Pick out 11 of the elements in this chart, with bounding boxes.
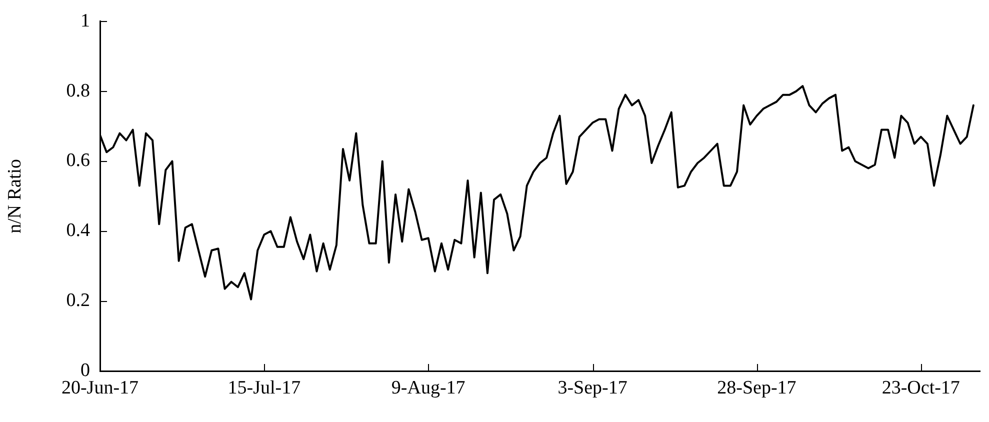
y-tick-label: 0.8 <box>66 80 90 102</box>
y-tick-label: 0.6 <box>66 150 90 172</box>
y-axis-title: n/N Ratio <box>4 158 26 234</box>
x-tick-label: 3-Sep-17 <box>558 377 628 398</box>
x-tick-label: 28-Sep-17 <box>717 377 796 398</box>
y-tick-label: 1 <box>80 10 90 32</box>
x-tick-label: 15-Jul-17 <box>228 377 301 398</box>
y-tick-label: 0.4 <box>66 220 90 242</box>
x-tick-label: 9-Aug-17 <box>391 377 466 398</box>
x-tick-label: 23-Oct-17 <box>882 377 960 398</box>
y-tick-label: 0.2 <box>66 290 90 312</box>
